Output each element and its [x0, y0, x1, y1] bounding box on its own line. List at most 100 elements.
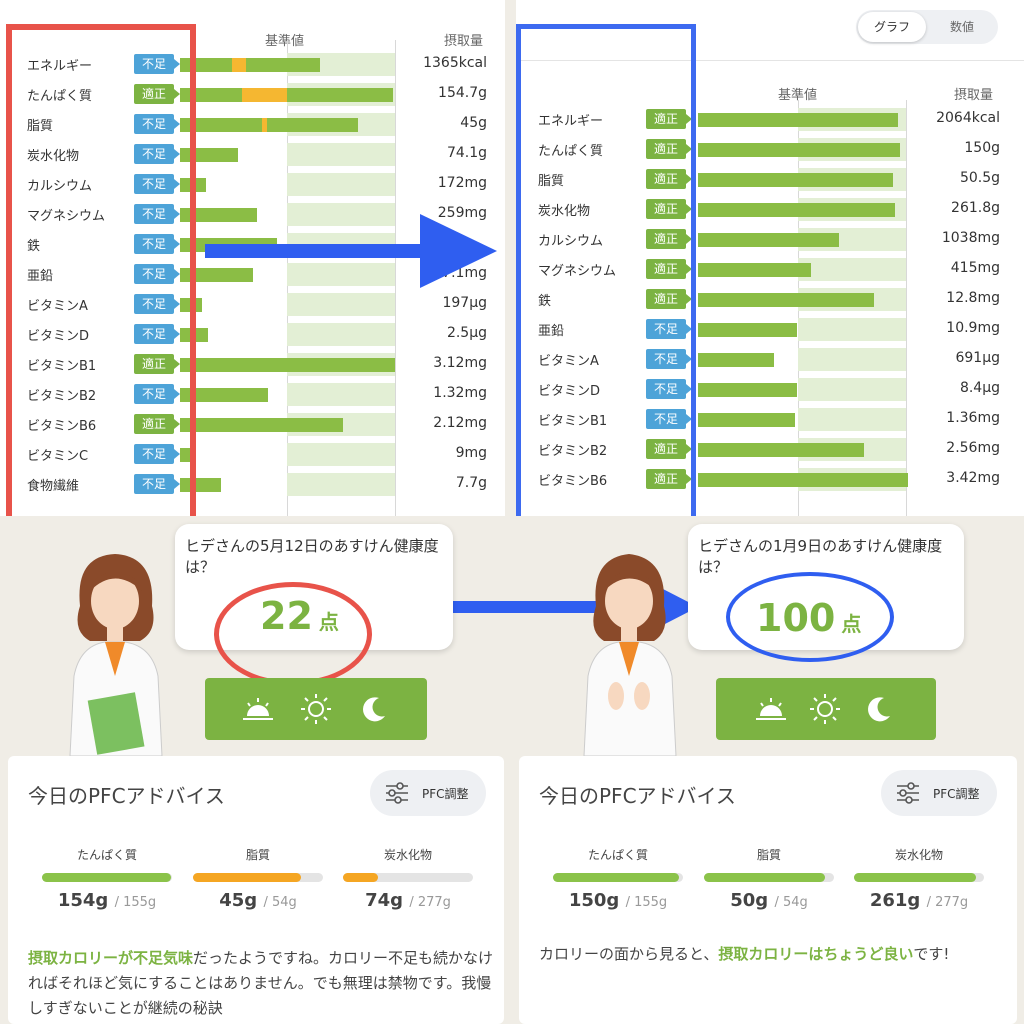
nutrient-name: ビタミンA — [27, 299, 88, 314]
nutrient-row: 亜鉛 不足 10.9mg — [516, 314, 1024, 344]
macro-amount: 50g — [730, 890, 769, 911]
nutrient-name: 脂質 — [27, 119, 54, 134]
advice-highlight: 摂取カロリーはちょうど良い — [718, 945, 914, 963]
nutrient-row: ビタミンD 不足 8.4μg — [516, 374, 1024, 404]
nutrient-row: 脂質 適正 50.5g — [516, 164, 1024, 194]
nutrient-name: ビタミンB1 — [538, 414, 608, 429]
left-score-section: ヒデさんの5月12日のあすけん健康度は？ 22 点 — [0, 516, 505, 756]
intake-bar — [180, 358, 395, 372]
macro-track — [193, 873, 323, 882]
time-of-day-bar — [716, 678, 936, 740]
macro-amount: 45g — [219, 890, 258, 911]
macro-track — [553, 873, 683, 882]
intake-bar — [180, 58, 320, 72]
intake-value: 691μg — [955, 350, 1000, 366]
nutrient-name: 鉄 — [538, 294, 552, 309]
intake-bar — [180, 448, 193, 462]
intake-value: 1365kcal — [423, 55, 487, 71]
macro-fill — [704, 873, 825, 882]
view-toggle[interactable]: グラフ 数値 — [856, 10, 998, 44]
status-badge: 不足 — [134, 474, 180, 494]
nutrient-row: ビタミンB1 適正 3.12mg — [0, 349, 505, 379]
toggle-graph[interactable]: グラフ — [858, 12, 926, 42]
moon-icon[interactable] — [860, 690, 898, 728]
sun-icon[interactable] — [806, 690, 844, 728]
intake-value: 2064kcal — [936, 110, 1000, 126]
macro-target: / 54g — [774, 895, 808, 910]
reference-range — [287, 203, 395, 226]
intake-bar — [698, 323, 797, 337]
macro-label: たんぱく質 — [76, 848, 137, 862]
time-of-day-bar — [205, 678, 427, 740]
nutrient-name: ビタミンB6 — [538, 474, 608, 489]
status-badge: 不足 — [646, 409, 692, 429]
divider — [516, 60, 1024, 61]
pfc-adjust-button[interactable]: PFC調整 — [370, 770, 486, 816]
status-badge: 適正 — [646, 199, 692, 219]
status-badge: 不足 — [134, 444, 180, 464]
macro-target: / 54g — [263, 895, 297, 910]
status-badge: 適正 — [646, 139, 692, 159]
intake-value: 1.32mg — [433, 385, 487, 401]
macro-amount: 154g — [57, 890, 109, 911]
macro-amount: 74g — [365, 890, 404, 911]
intake-header: 摂取量 — [954, 88, 994, 103]
intake-value: 154.7g — [438, 85, 487, 101]
sunrise-icon[interactable] — [752, 690, 790, 728]
toggle-numeric[interactable]: 数値 — [949, 20, 974, 34]
nutrient-name: ビタミンA — [538, 354, 599, 369]
nutrient-row: 脂質 不足 45g — [0, 109, 505, 139]
intake-bar — [698, 263, 811, 277]
intake-value: 415mg — [950, 260, 1000, 276]
intake-bar — [698, 353, 774, 367]
advice-body: カロリーの面から見ると、 — [539, 945, 719, 963]
moon-icon[interactable] — [355, 690, 393, 728]
nutrient-row: 炭水化物 適正 261.8g — [516, 194, 1024, 224]
intake-value: 3.12mg — [433, 355, 487, 371]
reference-range — [287, 263, 395, 286]
reference-line — [395, 40, 396, 516]
excess-bar — [242, 88, 287, 102]
reference-range — [798, 378, 906, 401]
macro-track — [854, 873, 984, 882]
sun-icon[interactable] — [297, 690, 335, 728]
status-badge: 適正 — [646, 259, 692, 279]
reference-range — [798, 348, 906, 371]
status-badge: 適正 — [646, 109, 692, 129]
right-nutrient-panel: グラフ 数値 基準値 摂取量 エネルギー 適正 2064kcal たんぱく質 適正 150… — [516, 0, 1024, 516]
intake-bar — [180, 118, 358, 132]
intake-bar — [698, 203, 895, 217]
sliders-icon — [386, 782, 408, 804]
advice-body: です! — [913, 945, 950, 963]
sunrise-icon[interactable] — [239, 690, 277, 728]
nutrient-row: マグネシウム 適正 415mg — [516, 254, 1024, 284]
intake-value: 259mg — [437, 205, 487, 221]
pfc-adjust-button[interactable]: PFC調整 — [881, 770, 997, 816]
macro-fill — [343, 873, 379, 882]
macro-fill — [854, 873, 977, 882]
status-badge: 不足 — [646, 379, 692, 399]
nutrient-name: ビタミンD — [538, 384, 601, 399]
pfc-adjust-label: PFC調整 — [933, 787, 980, 801]
intake-value: 172mg — [437, 175, 487, 191]
nutrient-name: マグネシウム — [27, 209, 106, 224]
nutrient-row: 炭水化物 不足 74.1g — [0, 139, 505, 169]
advice-text: 摂取カロリーが不足気味だったようですね。カロリー不足も続かなければそれほど気にす… — [28, 946, 494, 1021]
status-badge: 適正 — [134, 84, 180, 104]
intake-value: 150g — [964, 140, 1000, 156]
status-badge: 適正 — [134, 354, 180, 374]
status-badge: 適正 — [646, 169, 692, 189]
macro-value: 150g / 155g — [553, 890, 683, 911]
advice-text: カロリーの面から見ると、摂取カロリーはちょうど良いです! — [539, 942, 1005, 967]
macro-fill — [553, 873, 680, 882]
intake-value: 7.7g — [455, 475, 487, 491]
macro-item: 炭水化物 261g / 277g — [854, 846, 984, 911]
intake-bar — [180, 208, 257, 222]
status-badge: 不足 — [646, 319, 692, 339]
nutrient-row: ビタミンB1 不足 1.36mg — [516, 404, 1024, 434]
nutrient-row: たんぱく質 適正 150g — [516, 134, 1024, 164]
reference-range — [287, 473, 395, 496]
macro-item: たんぱく質 150g / 155g — [553, 846, 683, 911]
intake-value: 1038mg — [941, 230, 1000, 246]
pfc-title: 今日のPFCアドバイス — [539, 784, 736, 808]
